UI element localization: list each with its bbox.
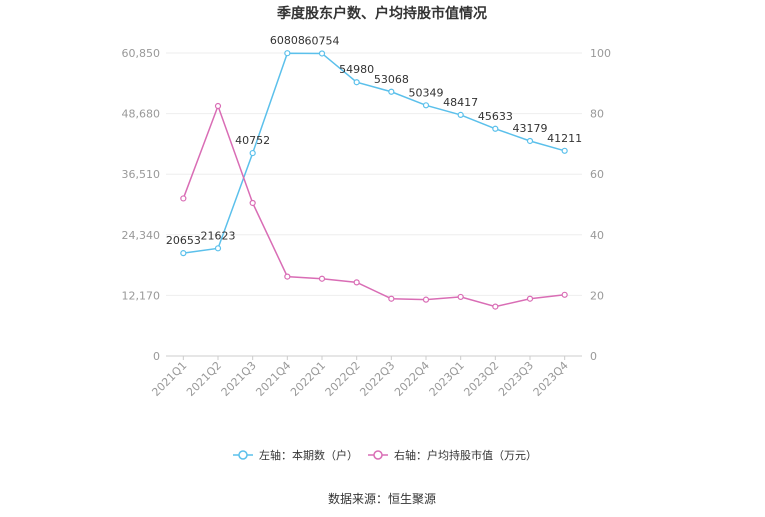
households-data-label: 40752 [235,134,270,147]
legend-label: 右轴：户均持股市值（万元） [394,448,537,462]
left-tick-label: 24,340 [122,229,161,242]
right-axis: 0 20 40 60 80 100 [590,47,611,363]
x-tick-label: 2023Q4 [531,359,571,399]
households-point[interactable] [561,147,568,154]
households-line [183,52,565,254]
legend-marker-icon [238,450,248,460]
chart-title: 季度股东户数、户均持股市值情况 [276,5,487,22]
x-tick-label: 2021Q1 [149,359,189,399]
x-tick-label: 2023Q2 [461,359,501,399]
data-source: 数据来源：恒生聚源 [328,491,436,506]
households-point[interactable] [214,245,222,252]
x-tick-label: 2022Q3 [357,359,397,399]
legend-marker-icon [373,450,383,460]
left-tick-label: 48,680 [122,108,161,121]
x-tick-label: 2022Q2 [323,359,363,399]
avg-holding-value-line [182,103,565,308]
households-point[interactable] [526,137,534,145]
households-data-label: 45633 [478,110,513,123]
avg-holding-value-point[interactable] [180,195,187,202]
households-data-label: 20653 [166,234,201,247]
avg-holding-value-point[interactable] [214,102,222,110]
households-point[interactable] [353,79,360,86]
households-point[interactable] [249,149,256,157]
x-tick-label: 2021Q3 [219,359,259,399]
legend[interactable]: 左轴：本期数（户） 右轴：户均持股市值（万元） [233,448,537,462]
left-tick-label: 12,170 [122,289,161,302]
grid [166,52,582,357]
households-data-label: 48417 [443,96,478,109]
right-tick-label: 40 [590,229,604,242]
avg-holding-value-point[interactable] [526,295,534,302]
x-tick-label: 2023Q3 [496,359,536,399]
avg-holding-value-point[interactable] [284,273,291,280]
households-data-label: 60808 [270,34,305,47]
left-tick-label: 60,850 [122,47,161,60]
x-tick-label: 2021Q4 [253,359,293,399]
x-tick-label: 2022Q1 [288,359,328,399]
households-point[interactable] [388,88,395,95]
households-point[interactable] [180,250,187,257]
households-data-label: 43179 [513,122,548,135]
right-tick-label: 60 [590,168,604,181]
avg-holding-value-point[interactable] [422,296,430,303]
legend-item-households[interactable]: 左轴：本期数（户） [233,448,358,462]
right-tick-label: 100 [590,47,611,60]
x-tick-label: 2021Q2 [184,359,224,399]
left-axis: 0 12,170 24,340 36,510 48,680 60,850 [122,47,161,363]
households-data-label: 50349 [409,86,444,99]
households-point[interactable] [422,102,430,109]
left-tick-label: 36,510 [122,168,161,181]
avg-holding-value-point[interactable] [318,275,326,282]
right-tick-label: 80 [590,108,604,121]
households-point[interactable] [318,50,326,57]
avg-holding-value-point[interactable] [492,303,499,310]
avg-holding-value-point[interactable] [249,199,256,207]
households-data-label: 41211 [547,132,582,145]
avg-holding-value-point[interactable] [561,291,568,298]
series-layer: 20653 21623 40752 60808 60754 549805306850349… [166,34,582,310]
right-tick-label: 20 [590,289,604,302]
households-point[interactable] [492,125,499,132]
avg-holding-value-point[interactable] [388,295,395,302]
households-data-label: 60754 [305,34,340,47]
households-data-label: 21623 [201,229,236,242]
x-tick-label: 2023Q1 [427,359,467,399]
x-tick-label: 2022Q4 [392,359,432,399]
avg-holding-value-point[interactable] [353,279,360,286]
avg-holding-value-point[interactable] [457,293,464,301]
legend-label: 左轴：本期数（户） [259,448,358,462]
households-point[interactable] [284,50,291,57]
left-tick-label: 0 [153,350,160,363]
legend-item-avg-holding-value[interactable]: 右轴：户均持股市值（万元） [368,448,537,462]
households-data-label: 53068 [374,73,409,86]
right-tick-label: 0 [590,350,597,363]
x-axis: 2021Q12021Q22021Q32021Q42022Q12022Q22022… [149,356,571,399]
households-point[interactable] [457,111,464,119]
households-data-label: 54980 [339,63,374,76]
